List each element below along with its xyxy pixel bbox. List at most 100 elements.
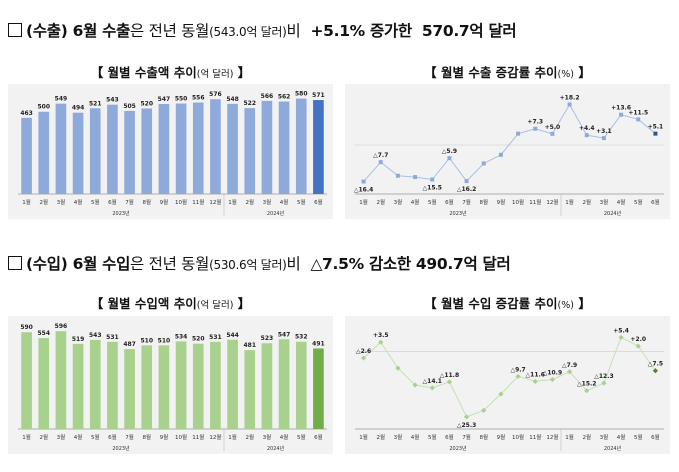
data-label: +5.4 (613, 327, 629, 334)
x-tick-label: 1월 (565, 433, 574, 441)
export-rate-chart: △16.4 △7.7 △15.5 △5.9 △16.2 +7.3+5.0 +18.2 +4.4… (354, 94, 664, 217)
x-tick-label: 10월 (512, 433, 524, 441)
year-label: 2023년 (449, 445, 467, 452)
bar-value-label: 523 (261, 335, 274, 342)
export-headline-bi: 비 (286, 22, 301, 40)
bar (278, 339, 290, 429)
x-tick-label: 1월 (228, 198, 237, 206)
import-headline-bi: 비 (286, 255, 301, 273)
bar-value-label: 520 (140, 100, 153, 107)
data-label: △25.3 (457, 422, 476, 429)
year-label: 2023년 (112, 210, 130, 217)
year-label: 2024년 (604, 445, 622, 452)
bar (261, 100, 273, 194)
data-label: +18.2 (560, 94, 580, 101)
export-headline-rate: +5.1% 증가한 (310, 22, 412, 40)
bar (141, 108, 153, 194)
data-point (652, 368, 659, 374)
x-tick-label: 9월 (497, 433, 506, 441)
bar (227, 339, 238, 429)
x-tick-label: 7월 (462, 198, 471, 206)
bar (192, 102, 204, 194)
data-label: +13.6 (611, 105, 631, 112)
data-point (430, 177, 435, 182)
bar (175, 103, 187, 194)
x-tick-label: 8월 (479, 433, 488, 441)
bar-value-label: 544 (226, 332, 239, 339)
x-tick-label: 12월 (209, 198, 221, 206)
data-label: △16.4 (354, 187, 373, 194)
export-amount-chart: 463 500 549 494 521 543 505 520 547 550 556 576 548 5… (18, 91, 327, 217)
x-tick-label: 6월 (445, 433, 454, 441)
bar (124, 110, 135, 194)
import-rate-panel: △2.6 +3.5 △14.1 △11.8 △25.3 △9.7 △11.6 △10.9 △7.… (345, 316, 670, 454)
import-amount-chart: 590 554 596 519 543 531 487 510 510 534 520 531 544 4… (18, 323, 327, 452)
x-tick-label: 7월 (125, 433, 134, 441)
bar-value-label: 571 (312, 92, 325, 99)
export-rate-title: 【 월별 수출 증감률 추이(%) 】 (424, 65, 591, 80)
x-tick-label: 5월 (297, 433, 306, 441)
bar (89, 339, 101, 429)
year-label: 2023년 (449, 210, 467, 217)
x-tick-label: 4월 (617, 433, 626, 441)
x-tick-label: 1월 (22, 433, 31, 441)
bar-value-label: 547 (278, 331, 291, 338)
data-label: △11.8 (440, 372, 459, 379)
data-label: +7.3 (527, 119, 543, 126)
x-tick-label: 3월 (263, 433, 272, 441)
bar (107, 104, 118, 194)
year-label: 2023년 (112, 445, 130, 452)
x-tick-label: 4월 (74, 198, 83, 206)
x-tick-label: 4월 (280, 198, 289, 206)
data-point (413, 175, 418, 180)
x-tick-label: 6월 (445, 198, 454, 206)
data-point (532, 378, 538, 384)
data-point (636, 117, 641, 122)
x-tick-label: 4월 (74, 433, 83, 441)
data-label: △2.6 (356, 348, 371, 355)
bar-value-label: 596 (55, 323, 68, 330)
bar (175, 341, 187, 429)
x-tick-label: 6월 (651, 198, 660, 206)
data-point (463, 414, 470, 420)
x-tick-label: 2월 (39, 198, 48, 206)
x-tick-label: 8월 (142, 198, 151, 206)
bar (278, 101, 290, 194)
data-label: △7.7 (373, 152, 388, 159)
x-tick-label: 3월 (57, 198, 66, 206)
data-point (447, 156, 452, 161)
data-label: △15.5 (423, 185, 442, 192)
x-tick-label: 12월 (546, 433, 558, 441)
bar (141, 345, 153, 429)
x-tick-label: 8월 (142, 433, 151, 441)
x-tick-label: 6월 (314, 433, 323, 441)
data-point (481, 161, 486, 166)
x-tick-label: 7월 (462, 433, 471, 441)
bar-value-label: 550 (175, 96, 188, 103)
x-tick-label: 2월 (245, 198, 254, 206)
bar-value-label: 549 (55, 96, 68, 103)
series-line (363, 103, 656, 182)
bar-value-label: 556 (192, 95, 205, 102)
import-headline-base: (530.6억 달러) (209, 258, 287, 272)
x-tick-label: 3월 (600, 433, 609, 441)
bar-value-label: 531 (209, 334, 222, 341)
bar-value-label: 554 (37, 330, 50, 337)
x-tick-label: 2월 (582, 198, 591, 206)
bar (192, 343, 204, 429)
bar (21, 332, 32, 429)
x-tick-label: 3월 (600, 198, 609, 206)
data-point (481, 407, 487, 413)
data-point (516, 131, 521, 136)
data-label: +2.0 (630, 336, 646, 343)
data-point (395, 173, 400, 178)
bar-value-label: 510 (158, 337, 171, 344)
x-tick-label: 6월 (314, 198, 323, 206)
bar (244, 350, 256, 429)
bar (313, 100, 324, 194)
bar (295, 341, 307, 429)
bar (38, 338, 50, 429)
data-label: △7.5 (648, 361, 663, 368)
data-point (653, 131, 658, 136)
x-tick-label: 5월 (297, 198, 306, 206)
